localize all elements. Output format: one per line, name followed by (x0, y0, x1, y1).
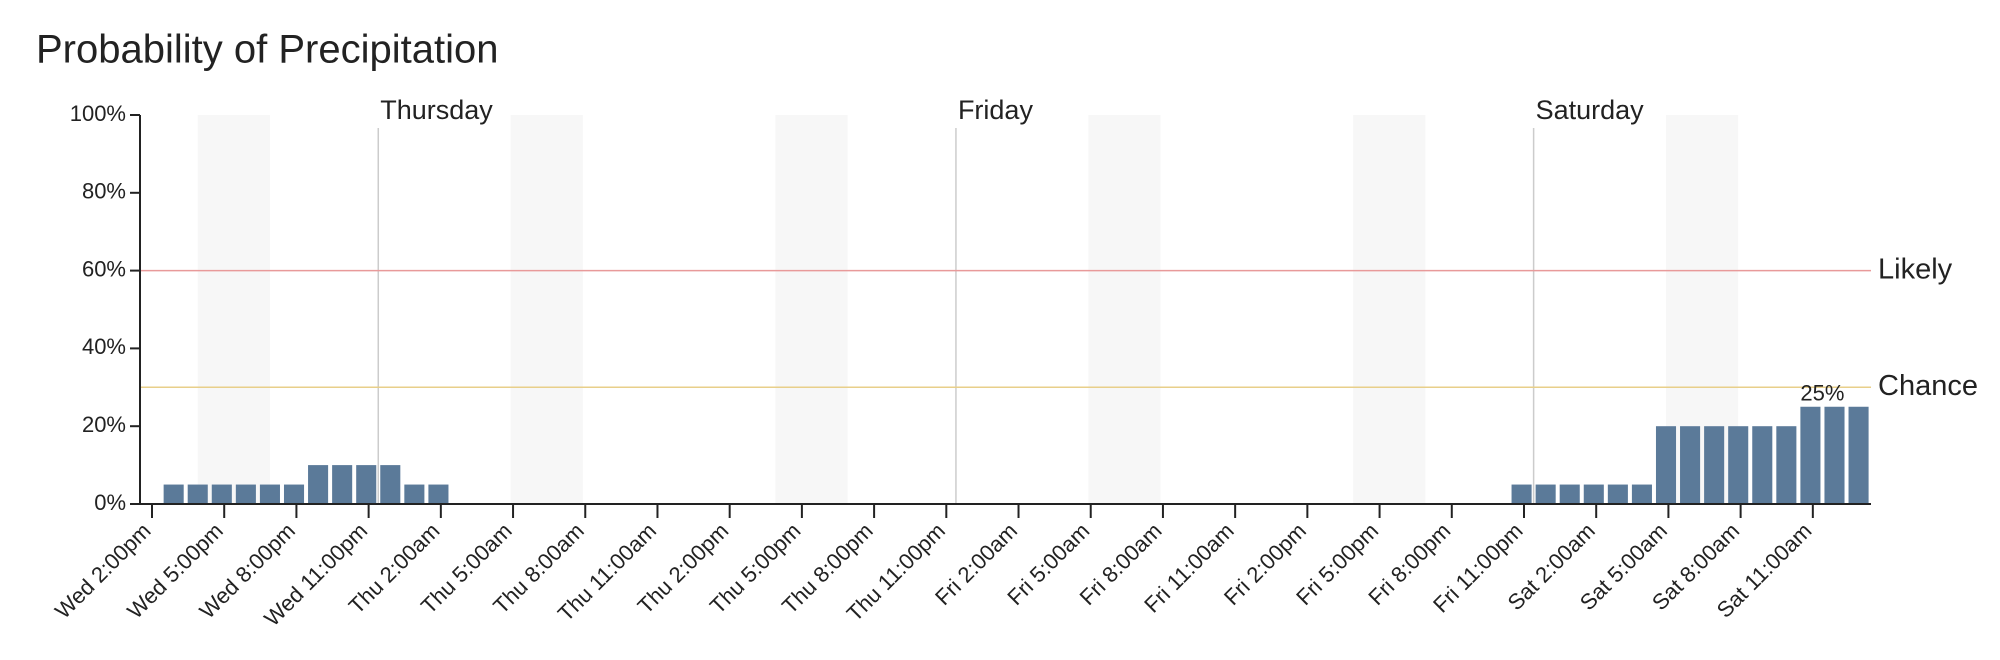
bar (1655, 426, 1677, 504)
day-label: Thursday (380, 95, 493, 125)
bar (1848, 406, 1869, 504)
shade-band (510, 115, 583, 504)
y-tick-label: 20% (82, 412, 126, 437)
shade-band (1088, 115, 1161, 504)
bar (428, 484, 449, 504)
chart-title: Probability of Precipitation (36, 28, 498, 72)
bar (1752, 426, 1773, 504)
bar (308, 465, 329, 504)
bar (163, 484, 184, 504)
bar (259, 484, 280, 504)
shade-band (197, 115, 270, 504)
bar (1704, 426, 1725, 504)
day-label: Friday (958, 95, 1034, 125)
bar (1800, 406, 1821, 504)
shade-band (1353, 115, 1426, 504)
day-label: Saturday (1536, 95, 1645, 125)
bar (1776, 426, 1797, 504)
y-tick-label: 60% (82, 256, 126, 281)
bar (235, 484, 256, 504)
y-tick-label: 0% (94, 490, 126, 515)
value-label: 25% (1800, 381, 1844, 406)
bar (1680, 426, 1701, 504)
bar (1824, 406, 1845, 504)
bar (283, 484, 305, 504)
y-tick-label: 80% (82, 179, 126, 204)
bar (380, 465, 401, 504)
threshold-label: Likely (1878, 253, 1953, 285)
bar (332, 465, 353, 504)
y-tick-label: 40% (82, 334, 126, 359)
shade-band (775, 115, 848, 504)
threshold-label: Chance (1878, 370, 1978, 402)
y-tick-label: 100% (70, 101, 126, 126)
bar (1728, 426, 1749, 504)
bar (1511, 484, 1532, 504)
bar (356, 465, 377, 504)
bar (1583, 484, 1604, 504)
bar (404, 484, 425, 504)
bar (211, 484, 232, 504)
bar (1535, 484, 1556, 504)
shade-band (1666, 115, 1739, 504)
bar (1559, 484, 1580, 504)
bar (1631, 484, 1652, 504)
bar (187, 484, 208, 504)
bar (1607, 484, 1628, 504)
